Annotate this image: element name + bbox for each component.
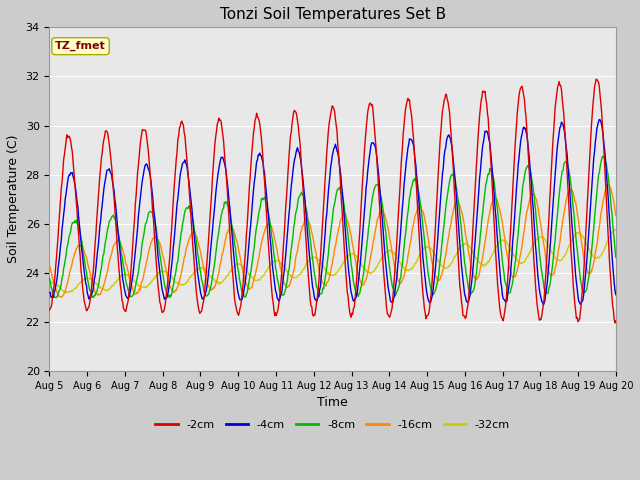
- Text: TZ_fmet: TZ_fmet: [55, 41, 106, 51]
- X-axis label: Time: Time: [317, 396, 348, 409]
- Legend: -2cm, -4cm, -8cm, -16cm, -32cm: -2cm, -4cm, -8cm, -16cm, -32cm: [151, 415, 515, 434]
- Title: Tonzi Soil Temperatures Set B: Tonzi Soil Temperatures Set B: [220, 7, 445, 22]
- Y-axis label: Soil Temperature (C): Soil Temperature (C): [7, 135, 20, 264]
